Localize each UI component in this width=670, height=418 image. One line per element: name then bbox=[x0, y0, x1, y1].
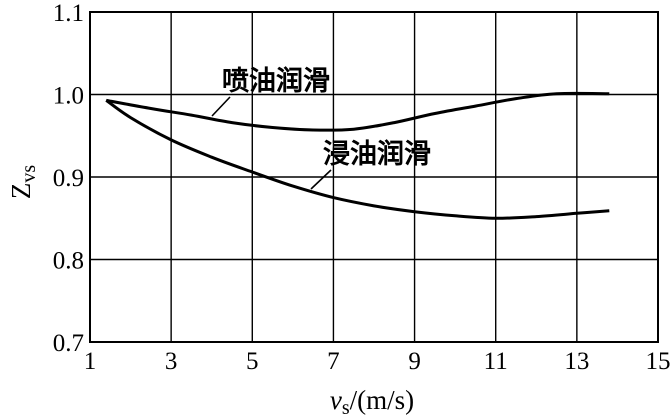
annotation-leader bbox=[310, 169, 332, 190]
x-tick-label: 3 bbox=[165, 348, 178, 375]
curves bbox=[105, 91, 610, 220]
x-tick-label: 13 bbox=[564, 348, 589, 375]
x-tick-label: 11 bbox=[484, 348, 508, 375]
x-tick-label: 7 bbox=[327, 348, 340, 375]
curve-dip-lubrication bbox=[105, 99, 610, 220]
series-annotation: 浸油润滑 bbox=[323, 138, 431, 170]
y-tick-label: 0.9 bbox=[53, 165, 84, 192]
y-tick-label: 0.7 bbox=[53, 330, 84, 357]
x-tick-labels: 1 3 5 7 9 11 13 15 bbox=[84, 348, 670, 375]
x-tick-label: 15 bbox=[646, 348, 670, 375]
x-tick-label: 1 bbox=[84, 348, 97, 375]
y-axis-title: Zvs bbox=[6, 165, 40, 200]
series-annotation: 喷油润滑 bbox=[222, 65, 330, 97]
x-axis-title: vs/(m/s) bbox=[330, 385, 414, 418]
annotation-leaders bbox=[211, 96, 332, 190]
y-tick-labels: 0.7 0.8 0.9 1.0 1.1 bbox=[53, 0, 84, 357]
x-tick-label: 5 bbox=[246, 348, 259, 375]
y-tick-label: 1.1 bbox=[53, 0, 84, 27]
curve-spray-lubrication bbox=[105, 91, 610, 132]
grid bbox=[90, 12, 658, 342]
annotation-leader bbox=[211, 96, 231, 117]
y-tick-label: 1.0 bbox=[53, 83, 84, 110]
y-tick-label: 0.8 bbox=[53, 248, 84, 275]
plot-frame bbox=[89, 11, 659, 343]
x-tick-label: 9 bbox=[408, 348, 421, 375]
